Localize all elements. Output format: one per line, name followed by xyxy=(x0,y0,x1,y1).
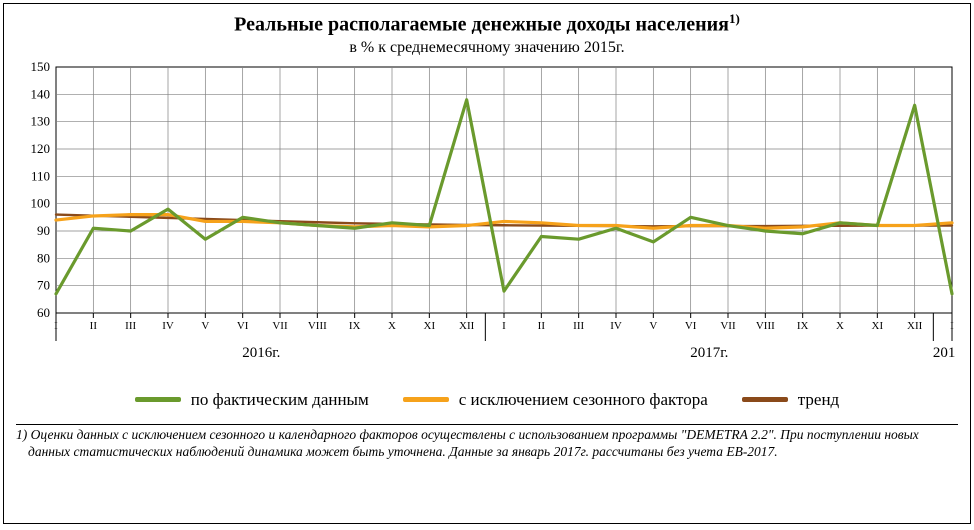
svg-text:IX: IX xyxy=(349,320,361,332)
svg-text:I: I xyxy=(502,320,506,332)
svg-text:III: III xyxy=(125,320,136,332)
footnote-marker: 1) xyxy=(16,427,31,442)
svg-text:VI: VI xyxy=(685,320,697,332)
svg-text:140: 140 xyxy=(31,86,51,101)
footnote: 1) Оценки данных с исключением сезонного… xyxy=(16,427,958,463)
svg-text:XI: XI xyxy=(872,320,884,332)
svg-text:2016г.: 2016г. xyxy=(242,345,280,361)
chart-title-sup: 1) xyxy=(729,11,740,26)
svg-text:XII: XII xyxy=(459,320,475,332)
svg-text:XII: XII xyxy=(907,320,923,332)
footnote-rule xyxy=(16,424,958,425)
svg-text:IV: IV xyxy=(162,320,174,332)
svg-text:X: X xyxy=(388,320,396,332)
legend-swatch-trend xyxy=(742,397,788,402)
legend: по фактическим данным с исключением сезо… xyxy=(16,390,958,410)
svg-text:90: 90 xyxy=(37,223,50,238)
svg-text:120: 120 xyxy=(31,141,51,156)
svg-text:130: 130 xyxy=(31,113,51,128)
svg-text:2017г.: 2017г. xyxy=(690,345,728,361)
chart-subtitle: в % к среднемесячному значению 2015г. xyxy=(16,39,958,57)
svg-text:110: 110 xyxy=(31,168,50,183)
chart: 60708090100110120130140150IIIIIIIVVVIVII… xyxy=(16,61,958,376)
svg-text:V: V xyxy=(649,320,657,332)
svg-text:100: 100 xyxy=(31,195,51,210)
svg-text:80: 80 xyxy=(37,250,50,265)
chart-svg: 60708090100110120130140150IIIIIIIVVVIVII… xyxy=(16,61,956,371)
svg-text:70: 70 xyxy=(37,277,50,292)
svg-text:VII: VII xyxy=(272,320,288,332)
page-frame: Реальные располагаемые денежные доходы н… xyxy=(3,3,971,524)
legend-label-seasonal: с исключением сезонного фактора xyxy=(459,390,708,410)
chart-title: Реальные располагаемые денежные доходы н… xyxy=(16,12,958,37)
chart-title-text: Реальные располагаемые денежные доходы н… xyxy=(234,14,729,36)
footnote-text: Оценки данных с исключением сезонного и … xyxy=(28,427,919,459)
svg-text:III: III xyxy=(573,320,584,332)
svg-text:X: X xyxy=(836,320,844,332)
svg-text:XI: XI xyxy=(424,320,436,332)
svg-text:VIII: VIII xyxy=(308,320,327,332)
legend-item-actual: по фактическим данным xyxy=(135,390,369,410)
svg-text:VII: VII xyxy=(720,320,736,332)
svg-text:II: II xyxy=(90,320,98,332)
svg-text:VI: VI xyxy=(237,320,249,332)
svg-text:V: V xyxy=(201,320,209,332)
legend-swatch-seasonal xyxy=(403,397,449,402)
legend-item-trend: тренд xyxy=(742,390,839,410)
legend-item-seasonal: с исключением сезонного фактора xyxy=(403,390,708,410)
svg-text:VIII: VIII xyxy=(756,320,775,332)
legend-swatch-actual xyxy=(135,397,181,402)
svg-text:150: 150 xyxy=(31,61,51,74)
svg-text:60: 60 xyxy=(37,305,50,320)
svg-text:2018г.: 2018г. xyxy=(933,345,956,361)
svg-text:IX: IX xyxy=(797,320,809,332)
svg-text:II: II xyxy=(538,320,546,332)
svg-text:IV: IV xyxy=(610,320,622,332)
legend-label-trend: тренд xyxy=(798,390,839,410)
legend-label-actual: по фактическим данным xyxy=(191,390,369,410)
